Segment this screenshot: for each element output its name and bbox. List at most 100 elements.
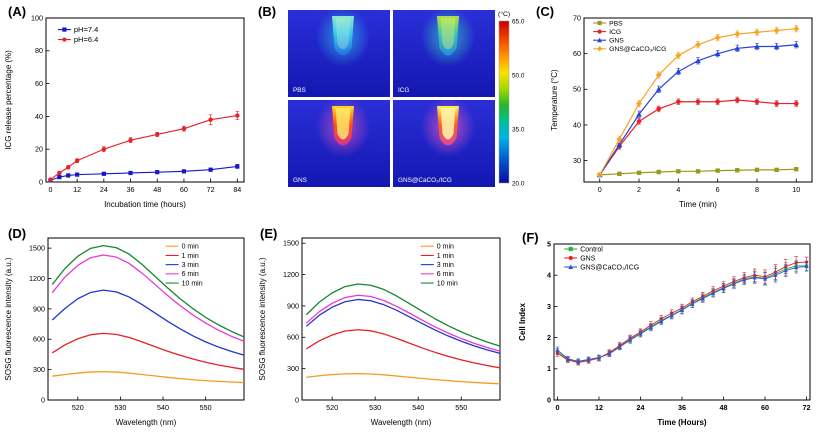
svg-text:300: 300 (287, 364, 299, 373)
svg-text:50.0: 50.0 (512, 73, 525, 80)
svg-text:4: 4 (676, 185, 680, 194)
svg-text:2: 2 (547, 333, 551, 342)
svg-text:24: 24 (100, 185, 108, 194)
thermal-tile-gns-caco3-icg: GNS@CaCO₃/ICG (393, 100, 495, 187)
svg-text:10 min: 10 min (182, 280, 203, 287)
svg-text:12: 12 (73, 185, 81, 194)
svg-text:0: 0 (598, 185, 602, 194)
svg-text:6 min: 6 min (437, 271, 454, 278)
svg-text:GNS@CaCO₃/ICG: GNS@CaCO₃/ICG (580, 264, 639, 271)
svg-text:550: 550 (455, 403, 467, 412)
svg-text:SOSG fluorescence intensity (a: SOSG fluorescence intensity (a.u.) (4, 257, 13, 381)
svg-text:ICG: ICG (609, 29, 621, 36)
panel-label-e: (E) (260, 226, 278, 241)
panel-label-c: (C) (536, 4, 555, 19)
svg-text:1: 1 (547, 364, 551, 373)
svg-text:Incubation time (hours): Incubation time (hours) (104, 200, 186, 209)
svg-text:70: 70 (573, 13, 581, 22)
svg-text:300: 300 (33, 365, 45, 374)
svg-text:48: 48 (153, 185, 161, 194)
svg-text:600: 600 (287, 333, 299, 342)
svg-text:4: 4 (547, 271, 551, 280)
svg-text:10: 10 (792, 185, 800, 194)
svg-text:0: 0 (295, 395, 299, 404)
svg-text:10 min: 10 min (437, 280, 458, 287)
svg-text:60: 60 (180, 185, 188, 194)
svg-text:20: 20 (35, 145, 43, 154)
svg-text:540: 540 (157, 403, 169, 412)
svg-text:GNS: GNS (293, 177, 307, 184)
thermal-colorbar: (°C)65.0 50.0 35.0 20.0 (498, 10, 525, 188)
svg-text:0: 0 (48, 185, 52, 194)
svg-text:Control: Control (580, 246, 603, 253)
svg-text:5: 5 (547, 239, 551, 248)
svg-text:72: 72 (207, 185, 215, 194)
svg-text:Wavelength (nm): Wavelength (nm) (116, 418, 177, 427)
svg-text:PBS: PBS (293, 87, 306, 94)
svg-text:pH=7.4: pH=7.4 (74, 25, 98, 34)
svg-text:84: 84 (233, 185, 241, 194)
svg-text:GNS: GNS (609, 38, 624, 45)
svg-text:36: 36 (678, 403, 686, 412)
svg-text:48: 48 (720, 403, 728, 412)
svg-text:SOSG fluorescence intensity (a: SOSG fluorescence intensity (a.u.) (258, 257, 267, 381)
svg-text:1500: 1500 (283, 239, 299, 248)
svg-text:65.0: 65.0 (512, 19, 525, 26)
svg-text:900: 900 (287, 301, 299, 310)
svg-text:0 min: 0 min (182, 244, 199, 251)
panel-label-b: (B) (258, 4, 277, 19)
svg-text:60: 60 (761, 403, 769, 412)
svg-text:0: 0 (547, 395, 551, 404)
svg-text:GNS@CaCO₃/ICG: GNS@CaCO₃/ICG (398, 177, 452, 184)
svg-text:600: 600 (33, 335, 45, 344)
svg-text:GNS: GNS (580, 255, 596, 262)
chart-sosg-spectra-2: 520 530 540 550 0 300 600 900 1200 1500 Wavelength… (258, 237, 501, 427)
svg-text:1 min: 1 min (182, 253, 199, 260)
svg-text:550: 550 (200, 403, 212, 412)
svg-text:Cell Index: Cell Index (518, 303, 527, 341)
svg-text:20.0: 20.0 (512, 181, 525, 188)
svg-text:900: 900 (33, 304, 45, 313)
svg-text:30: 30 (573, 156, 581, 165)
svg-text:40: 40 (35, 112, 43, 121)
panel-label-a: (A) (8, 4, 27, 19)
svg-text:3 min: 3 min (182, 262, 199, 269)
svg-text:0: 0 (41, 395, 45, 404)
svg-text:pH=6.4: pH=6.4 (74, 35, 98, 44)
svg-text:50: 50 (573, 85, 581, 94)
svg-text:8: 8 (755, 185, 759, 194)
svg-text:0: 0 (39, 177, 43, 186)
svg-text:ICG release percentage (%): ICG release percentage (%) (4, 50, 13, 150)
svg-text:ICG: ICG (398, 87, 409, 94)
svg-text:Temperature (°C): Temperature (°C) (550, 69, 559, 131)
svg-text:100: 100 (31, 13, 43, 22)
chart-sosg-spectra-1: 520 530 540 550 0 300 600 900 1200 1500 Wavelength… (4, 237, 245, 427)
svg-text:72: 72 (803, 403, 811, 412)
thermal-image-grid: PBS ICG GNS GNS@CaCO₃/ICG (288, 10, 495, 187)
svg-text:Wavelength (nm): Wavelength (nm) (371, 418, 432, 427)
svg-text:PBS: PBS (609, 20, 623, 27)
svg-text:3: 3 (547, 302, 551, 311)
svg-text:530: 530 (114, 403, 126, 412)
chart-photothermal-heating: 0 2 4 6 8 10 30 40 50 60 70 Time (min) Temperature (… (550, 13, 813, 209)
svg-text:540: 540 (412, 403, 424, 412)
svg-text:6: 6 (716, 185, 720, 194)
svg-text:60: 60 (573, 49, 581, 58)
svg-text:1 min: 1 min (437, 253, 454, 260)
svg-text:0 min: 0 min (437, 244, 454, 251)
svg-text:GNS@CaCO₃/ICG: GNS@CaCO₃/ICG (609, 46, 666, 53)
svg-text:520: 520 (326, 403, 338, 412)
thermal-tile-icg: ICG (393, 10, 495, 97)
svg-text:1200: 1200 (29, 274, 45, 283)
svg-text:1200: 1200 (283, 270, 299, 279)
svg-text:530: 530 (369, 403, 381, 412)
svg-text:60: 60 (35, 79, 43, 88)
svg-text:24: 24 (636, 403, 644, 412)
svg-text:36: 36 (127, 185, 135, 194)
chart-icg-release: 0 12 24 36 48 60 72 84 0 20 40 60 80 100 Incubation ti… (4, 13, 245, 209)
svg-text:Time (Hours): Time (Hours) (657, 418, 707, 427)
svg-text:Time (min): Time (min) (679, 200, 717, 209)
svg-text:35.0: 35.0 (512, 127, 525, 134)
